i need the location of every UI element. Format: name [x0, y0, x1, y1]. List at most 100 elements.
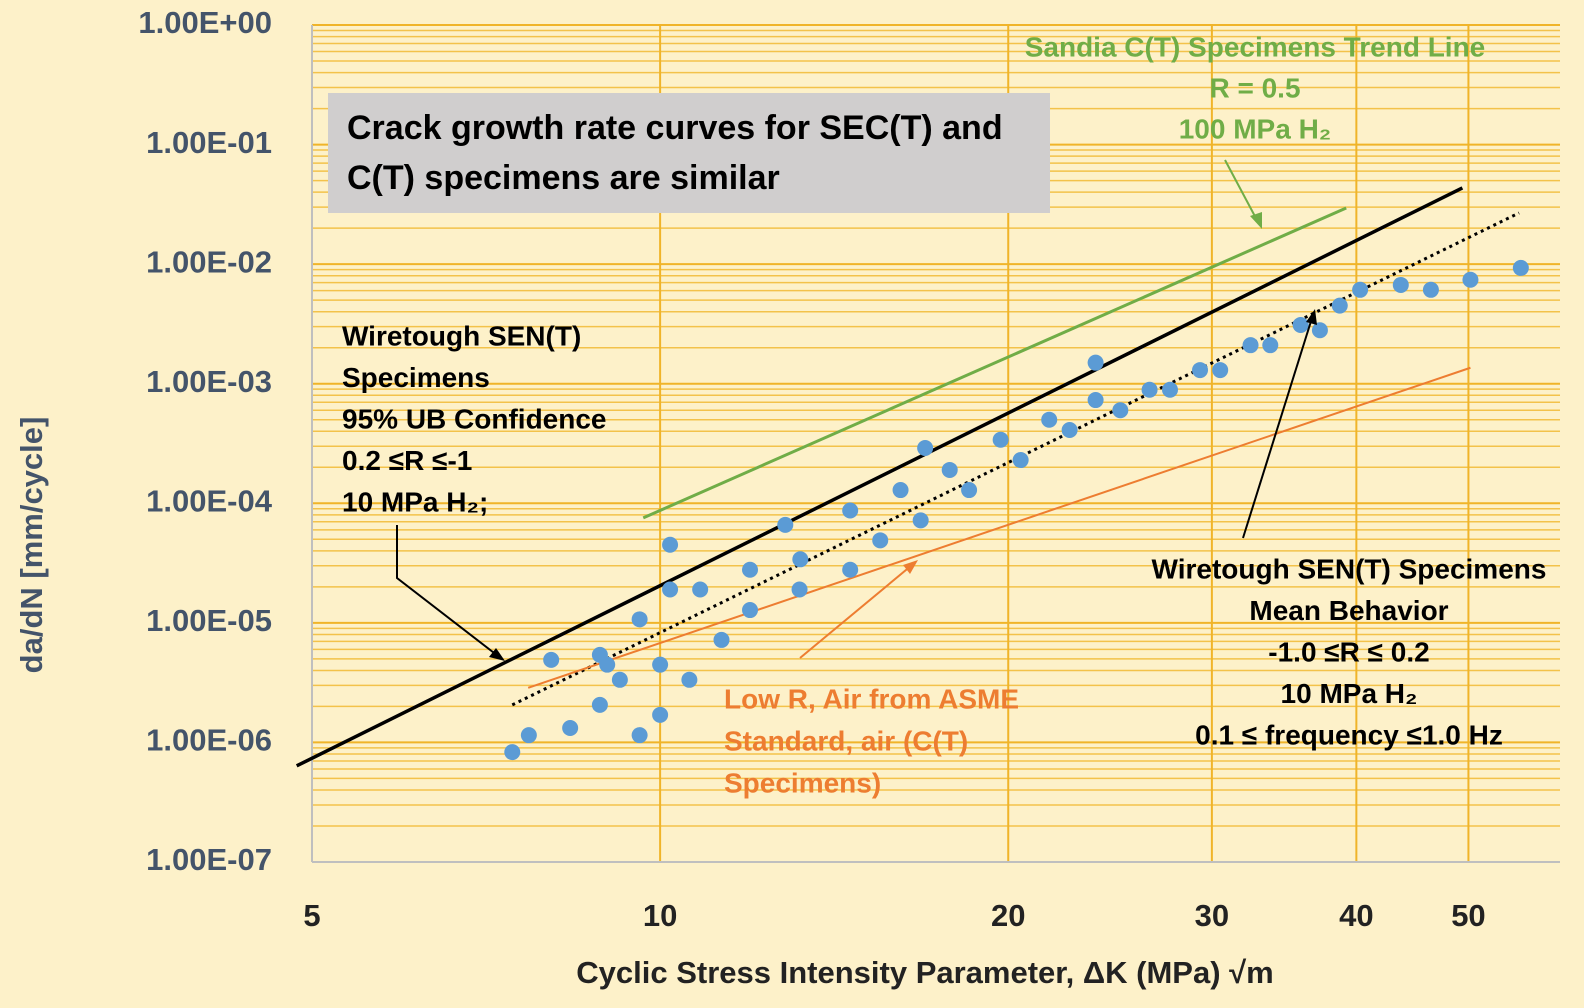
- annotation: 10 MPa H₂;: [342, 486, 488, 517]
- data-point: [1331, 297, 1348, 314]
- annotation: Specimens: [342, 362, 490, 393]
- data-point: [1242, 337, 1259, 354]
- data-point: [681, 671, 698, 688]
- data-point: [599, 656, 616, 673]
- data-point: [1162, 381, 1179, 398]
- y-tick-label: 1.00E-04: [146, 483, 273, 518]
- annotation: C(T) specimens are similar: [347, 159, 780, 197]
- data-point: [777, 516, 794, 533]
- data-point: [652, 706, 669, 723]
- data-point: [742, 602, 759, 619]
- annotation: -1.0 ≤R ≤ 0.2: [1268, 636, 1429, 667]
- data-point: [1141, 381, 1158, 398]
- annotation: Specimens): [724, 767, 881, 798]
- data-point: [1112, 402, 1129, 419]
- data-point: [520, 727, 537, 744]
- data-point: [1422, 281, 1439, 298]
- data-point: [1087, 392, 1104, 409]
- data-point: [562, 720, 579, 737]
- annotation: Standard, air (C(T): [724, 725, 968, 756]
- y-axis-label: da/dN [mm/cycle]: [14, 417, 49, 674]
- data-point: [504, 744, 521, 761]
- data-point: [842, 502, 859, 519]
- trend-line: [642, 206, 1347, 520]
- data-point: [652, 656, 669, 673]
- x-tick-label: 10: [643, 898, 677, 933]
- data-point: [1512, 259, 1529, 276]
- data-point: [961, 482, 978, 499]
- data-point: [992, 431, 1009, 448]
- data-point: [1262, 337, 1279, 354]
- data-point: [631, 727, 648, 744]
- data-point: [1392, 276, 1409, 293]
- x-tick-label: 40: [1339, 898, 1373, 933]
- annotation: Low R, Air from ASME: [724, 683, 1019, 714]
- data-point: [1192, 362, 1209, 379]
- data-point: [1311, 322, 1328, 339]
- data-point: [1041, 411, 1058, 428]
- data-point: [791, 581, 808, 598]
- arrow: [396, 525, 499, 657]
- y-tick-label: 1.00E-03: [146, 364, 272, 399]
- data-point: [1212, 362, 1229, 379]
- data-point: [1462, 271, 1479, 288]
- data-point: [631, 611, 648, 628]
- data-point: [662, 581, 679, 598]
- data-point: [872, 532, 889, 549]
- y-tick-label: 1.00E-07: [146, 842, 272, 877]
- annotation: Crack growth rate curves for SEC(T) and: [347, 109, 1003, 147]
- y-tick-label: 1.00E-05: [146, 603, 272, 638]
- marks: [295, 186, 1529, 768]
- annotation: 0.1 ≤ frequency ≤1.0 Hz: [1195, 719, 1503, 750]
- data-point: [742, 561, 759, 578]
- annotation: R = 0.5: [1209, 72, 1300, 103]
- y-tick-label: 1.00E-01: [146, 125, 272, 160]
- trend-line: [295, 186, 1464, 768]
- arrowhead: [1306, 309, 1317, 325]
- data-point: [1087, 354, 1104, 371]
- annotation: Wiretough SEN(T): [342, 320, 581, 351]
- data-point: [842, 561, 859, 578]
- annotation: 100 MPa H₂: [1179, 113, 1332, 144]
- data-point: [1061, 422, 1078, 439]
- annotation: Sandia C(T) Specimens Trend Line: [1025, 31, 1486, 62]
- data-point: [1352, 281, 1369, 298]
- annotation: 0.2 ≤R ≤-1: [342, 445, 472, 476]
- annotation: Mean Behavior: [1249, 595, 1448, 626]
- arrowhead: [903, 560, 918, 574]
- data-point: [917, 439, 934, 456]
- arrowhead: [489, 648, 505, 661]
- trend-line: [527, 366, 1471, 689]
- x-tick-label: 20: [991, 898, 1025, 933]
- data-point: [1292, 316, 1309, 333]
- data-point: [912, 512, 929, 529]
- annotation: 10 MPa H₂: [1281, 678, 1418, 709]
- y-tick-label: 1.00E-02: [146, 244, 272, 279]
- arrowhead: [1250, 212, 1262, 229]
- arrow: [799, 564, 913, 659]
- data-point: [941, 461, 958, 478]
- annotation: Wiretough SEN(T) Specimens: [1152, 553, 1547, 584]
- data-point: [792, 551, 809, 568]
- labels: 1.00E+00 1.00E-01 1.00E-02 1.00E-03 1.00E-04…: [138, 5, 1546, 933]
- data-point: [662, 536, 679, 553]
- y-tick-label: 1.00E-06: [146, 723, 272, 758]
- arrow: [1224, 159, 1259, 223]
- data-point: [713, 631, 730, 648]
- data-point: [591, 696, 608, 713]
- data-point: [611, 671, 628, 688]
- y-tick-label: 1.00E+00: [138, 5, 272, 40]
- x-tick-label: 30: [1195, 898, 1229, 933]
- annotation: 95% UB Confidence: [342, 403, 607, 434]
- data-point: [1012, 452, 1029, 469]
- x-tick-label: 50: [1451, 898, 1485, 933]
- note-box: [328, 93, 1050, 213]
- x-tick-label: 5: [303, 898, 320, 933]
- arrow: [1242, 317, 1313, 539]
- data-point: [543, 651, 560, 668]
- arrows: [396, 159, 1317, 661]
- data-point: [892, 482, 909, 499]
- data-point: [692, 581, 709, 598]
- x-axis-label: Cyclic Stress Intensity Parameter, ΔK (M…: [576, 955, 1273, 990]
